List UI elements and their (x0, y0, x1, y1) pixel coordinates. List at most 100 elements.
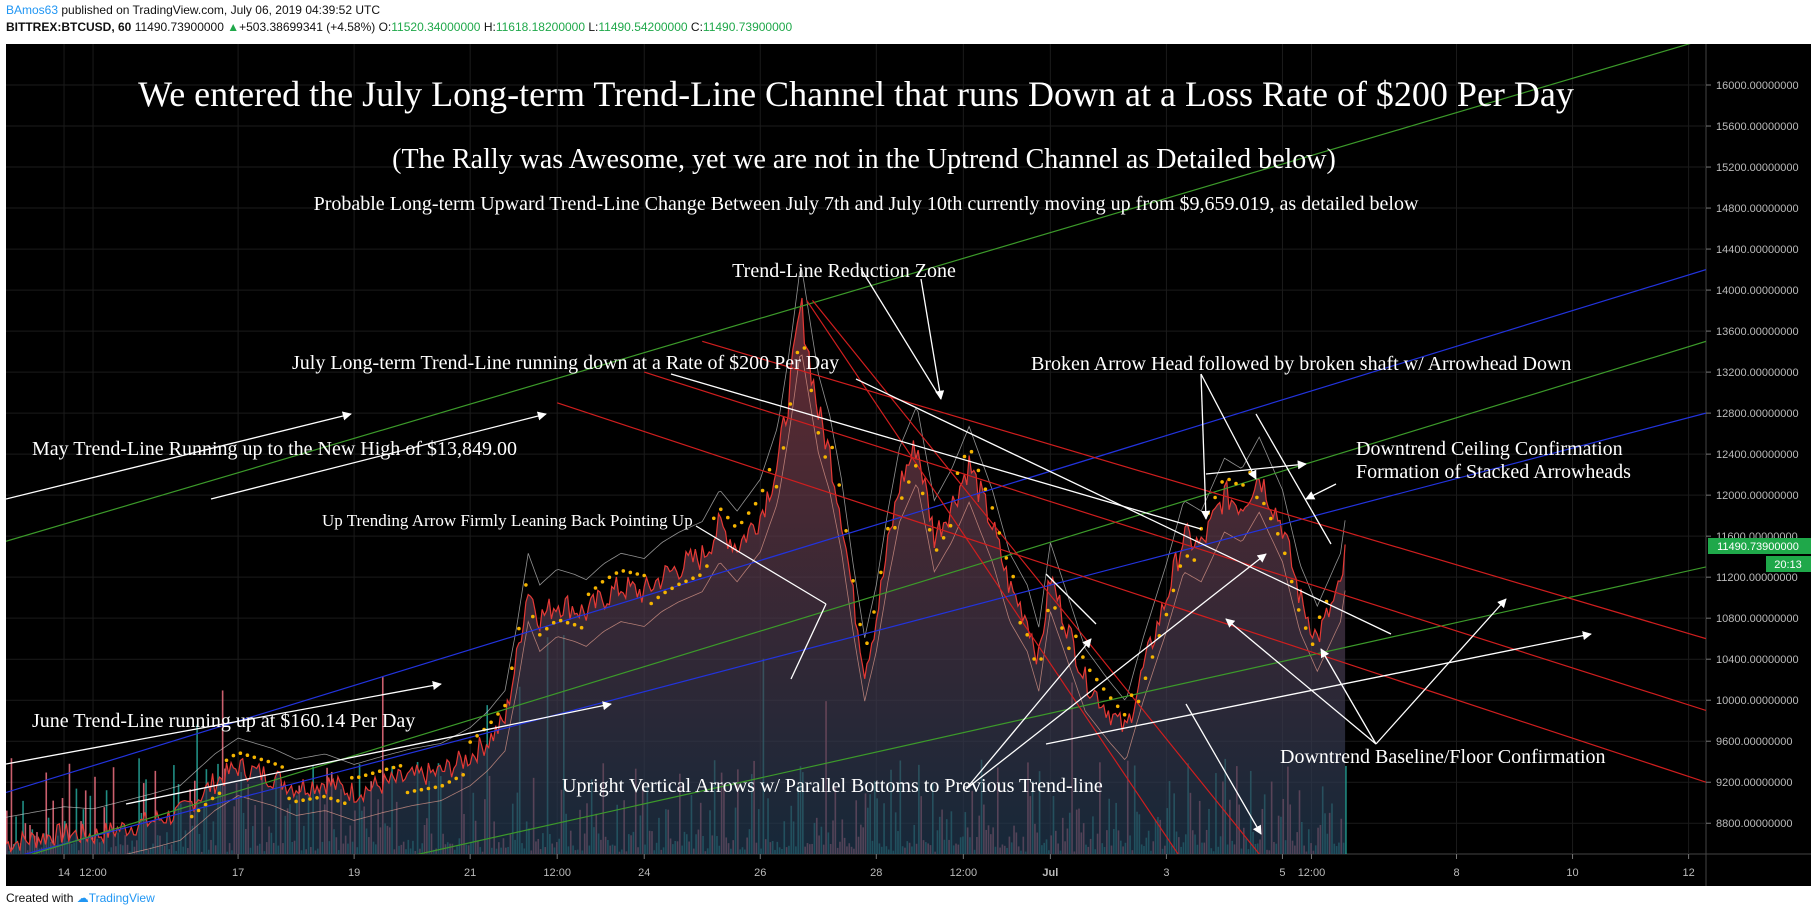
price-tick-label: 14000.00000000 (1716, 285, 1799, 297)
volume-bar (105, 790, 108, 854)
indicator-dot (357, 775, 361, 779)
indicator-dot (377, 769, 382, 773)
indicator-dot (189, 814, 194, 819)
indicator-dot (851, 579, 855, 583)
indicator-dot (1046, 608, 1050, 613)
indicator-dot (955, 471, 960, 476)
price-tick-label: 13200.00000000 (1716, 367, 1799, 379)
indicator-dot (475, 734, 479, 738)
annotation-arrow (855, 378, 1392, 635)
indicator-dot (816, 431, 821, 435)
annotation-arrow (1205, 460, 1307, 475)
indicator-dot (976, 468, 981, 473)
annotation-arrow (860, 268, 942, 400)
trend-line (30, 340, 1706, 854)
indicator-dot (1227, 477, 1231, 482)
volume-bar (112, 767, 115, 854)
indicator-dot (1018, 620, 1022, 625)
volume-bar (45, 772, 48, 854)
indicator-dot (1115, 704, 1120, 709)
indicator-dot (1122, 712, 1127, 717)
indicator-dot (217, 791, 222, 796)
indicator-dot (538, 633, 542, 637)
indicator-dot (489, 720, 493, 725)
volume-bar (94, 776, 96, 854)
indicator-dot (997, 531, 1002, 535)
indicator-dot (719, 507, 723, 512)
annotation-arrow (1200, 373, 1211, 520)
annotation-upright: Upright Vertical Arrows w/ Parallel Bott… (562, 775, 1103, 797)
indicator-dot (1067, 646, 1071, 651)
indicator-dot (1164, 612, 1169, 617)
indicator-dot (1317, 615, 1322, 619)
indicator-dot (315, 796, 319, 800)
price-chart[interactable]: We entered the July Long-term Trend-Line… (6, 44, 1811, 886)
indicator-dot (837, 483, 841, 487)
indicator-dot (301, 798, 305, 802)
volume-bar (89, 795, 92, 854)
price-tick-label: 12000.00000000 (1716, 490, 1799, 502)
indicator-dot (1192, 558, 1197, 562)
author-link[interactable]: BAmos63 (6, 3, 59, 17)
price-area-fill (6, 298, 1346, 854)
indicator-dot (1039, 657, 1043, 661)
trend-line (6, 44, 1691, 542)
indicator-dot (1011, 574, 1015, 579)
indicator-dot (621, 569, 626, 573)
indicator-dot (649, 601, 653, 606)
indicator-dot (524, 583, 528, 587)
indicator-dot (287, 796, 291, 801)
price-tick-label: 15600.00000000 (1716, 121, 1799, 133)
volume-bar (52, 800, 55, 854)
indicator-dot (1060, 626, 1064, 630)
indicator-dot (551, 620, 556, 625)
trend-line (812, 299, 1260, 854)
indicator-dot (294, 799, 298, 804)
annotation-baseline: Downtrend Baseline/Floor Confirmation (1280, 746, 1606, 768)
annotation-arrow (920, 278, 945, 400)
indicator-dot (1185, 554, 1190, 558)
indicator-dots (189, 346, 1329, 819)
annotation-ceiling-1: Downtrend Ceiling Confirmation (1356, 438, 1623, 460)
indicator-dot (795, 350, 800, 355)
time-tick-label: 17 (232, 867, 244, 879)
volume-bar (75, 788, 78, 854)
price-tick-label: 9600.00000000 (1716, 736, 1792, 748)
high-value: 11618.18200000 (495, 20, 586, 34)
trend-line (6, 268, 1706, 794)
time-tick-label: 10 (1566, 867, 1578, 879)
indicator-dot (990, 506, 995, 510)
price-axis-background (1706, 44, 1811, 886)
annotation-arrow (1225, 618, 1377, 745)
volume-bar (61, 798, 64, 854)
volume-bar (1345, 765, 1347, 854)
chart-annotation-title: We entered the July Long-term Trend-Line… (138, 74, 1574, 114)
time-tick-label: 28 (870, 867, 882, 879)
indicator-dot (941, 536, 946, 540)
trend-line (702, 340, 1706, 640)
indicator-dot (948, 523, 953, 528)
indicator-dot (642, 573, 646, 578)
indicator-dot (1136, 699, 1141, 704)
indicator-dot (774, 484, 779, 489)
indicator-dot (1213, 495, 1217, 500)
tradingview-brand-link[interactable]: TradingView (88, 891, 155, 905)
indicator-dot (1053, 606, 1057, 610)
indicator-dot (865, 641, 869, 645)
indicator-dot (196, 808, 201, 813)
created-with-label: Created with (6, 891, 74, 905)
up-triangle-icon: ▲ (227, 20, 240, 34)
indicator-dot (830, 445, 834, 450)
indicator-dot (934, 548, 939, 552)
annotation-arrow (670, 373, 1202, 530)
price-tick-label: 10400.00000000 (1716, 654, 1799, 666)
annotation-arrow (1320, 648, 1377, 745)
trend-lines (6, 44, 1706, 854)
indicator-dot (760, 488, 765, 493)
price-tick-label: 10000.00000000 (1716, 695, 1799, 707)
indicator-dot (447, 780, 452, 784)
upper-band-line (6, 269, 1346, 818)
indicator-dot (656, 595, 660, 600)
time-tick-label: 24 (638, 867, 650, 879)
indicator-dot (1088, 668, 1092, 673)
